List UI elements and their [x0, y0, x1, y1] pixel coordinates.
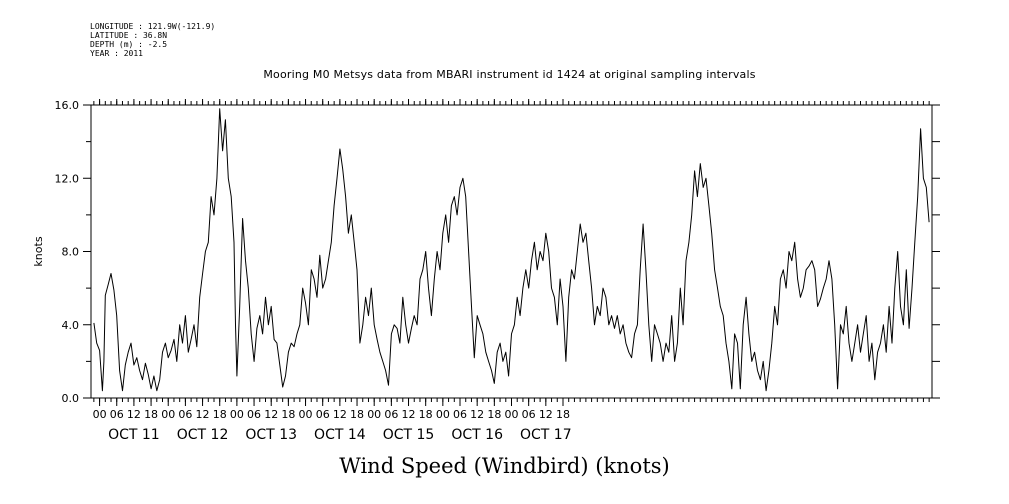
x-hour-label: 06: [247, 408, 261, 421]
x-hour-label: 00: [299, 408, 313, 421]
x-hour-label: 00: [505, 408, 519, 421]
year-text: YEAR : 2011: [90, 49, 143, 58]
x-hour-label: 00: [230, 408, 244, 421]
variable-title: Wind Speed (Windbird) (knots): [339, 454, 670, 478]
x-day-label: OCT 12: [177, 427, 229, 443]
x-hour-label: 12: [196, 408, 210, 421]
depth-text: DEPTH (m) : -2.5: [90, 40, 168, 49]
x-hour-label: 00: [367, 408, 381, 421]
x-hour-label: 06: [384, 408, 398, 421]
x-day-label: OCT 14: [314, 427, 366, 443]
x-hour-label: 12: [333, 408, 347, 421]
x-hour-label: 18: [144, 408, 158, 421]
x-hour-label: 00: [436, 408, 450, 421]
x-hour-label: 18: [556, 408, 570, 421]
y-tick-label: 8.0: [62, 246, 80, 259]
y-tick-label: 4.0: [62, 319, 80, 332]
chart-title: Mooring M0 Metsys data from MBARI instru…: [263, 68, 756, 81]
x-hour-label: 06: [110, 408, 124, 421]
plot-frame: [90, 104, 933, 399]
x-day-label: OCT 16: [451, 427, 503, 443]
x-hour-label: 12: [264, 408, 278, 421]
metadata-block: LONGITUDE : 121.9W(-121.9) LATITUDE : 36…: [90, 22, 215, 58]
y-axis-label: knots: [32, 236, 45, 266]
x-day-label: OCT 15: [383, 427, 435, 443]
x-hour-label: 00: [93, 408, 107, 421]
x-hour-label: 12: [402, 408, 416, 421]
x-hour-label: 12: [127, 408, 141, 421]
latitude-text: LATITUDE : 36.8N: [90, 31, 168, 40]
x-day-label: OCT 17: [520, 427, 572, 443]
x-hour-label: 06: [453, 408, 467, 421]
x-hour-label: 18: [487, 408, 501, 421]
x-day-label: OCT 11: [108, 427, 160, 443]
x-day-label: OCT 13: [245, 427, 297, 443]
x-hour-label: 12: [539, 408, 553, 421]
x-hour-label: 18: [350, 408, 364, 421]
x-hour-label: 18: [213, 408, 227, 421]
x-hour-label: 12: [470, 408, 484, 421]
x-hour-label: 06: [522, 408, 536, 421]
y-tick-label: 12.0: [55, 172, 80, 185]
x-hour-label: 18: [281, 408, 295, 421]
x-hour-label: 06: [178, 408, 192, 421]
y-tick-label: 16.0: [55, 99, 80, 112]
x-hour-label: 18: [419, 408, 433, 421]
x-hour-label: 00: [161, 408, 175, 421]
x-hour-label: 06: [316, 408, 330, 421]
longitude-text: LONGITUDE : 121.9W(-121.9): [90, 22, 216, 31]
y-tick-label: 0.0: [62, 392, 80, 405]
wind-speed-line: [93, 108, 930, 392]
